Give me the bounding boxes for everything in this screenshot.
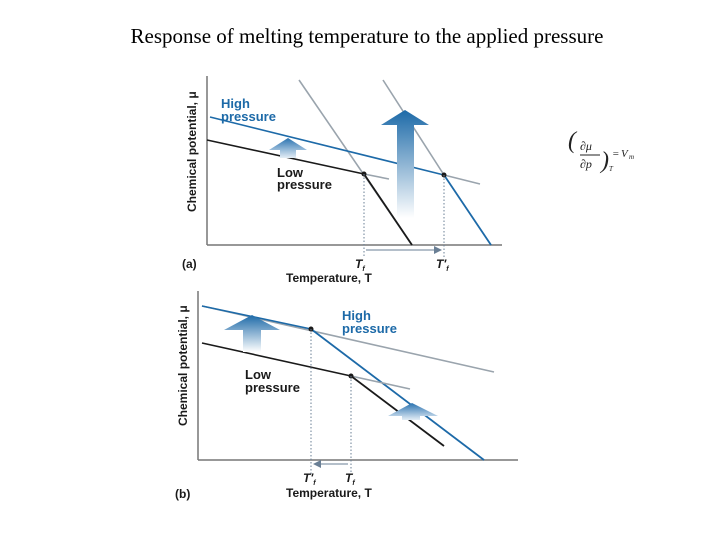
panel-b-shift-arrowhead xyxy=(313,460,321,468)
panel-a-high-label-1: High xyxy=(221,96,250,111)
eq-rhs: V xyxy=(621,148,629,160)
panel-a-liquid-line-low-lower xyxy=(363,173,413,246)
panel-a-low-label-1: Low xyxy=(277,165,304,180)
eq-paren-left: ( xyxy=(568,128,578,154)
eq-rhs-subscript: m xyxy=(629,153,634,161)
panel-b-liquid-line-high xyxy=(310,328,485,461)
panel-a: High pressure Low pressure Chemical pote… xyxy=(182,76,502,285)
panel-a-y-label: Chemical potential, μ xyxy=(185,91,199,212)
eq-numerator: ∂μ xyxy=(580,139,592,153)
panel-a-tick-tf: Tf xyxy=(355,257,365,273)
panel-b: High pressure Low pressure Chemical pote… xyxy=(175,291,518,501)
panel-b-y-label: Chemical potential, μ xyxy=(176,305,190,426)
panel-a-big-arrow xyxy=(381,110,429,218)
panel-b-label: (b) xyxy=(175,487,190,501)
equation: ( ∂μ ∂p ) T = V m xyxy=(568,128,634,174)
panel-a-solid-line-high-ext xyxy=(443,174,481,185)
eq-paren-right: ) xyxy=(599,148,609,174)
panel-a-high-label-2: pressure xyxy=(221,109,276,124)
panel-a-low-label-2: pressure xyxy=(277,177,332,192)
panel-b-low-label-2: pressure xyxy=(245,380,300,395)
panel-a-shift-arrowhead xyxy=(434,246,442,254)
panel-b-tick-tf-prime: T′f xyxy=(303,471,316,487)
eq-equals: = xyxy=(612,148,619,160)
panel-b-tick-tf: Tf xyxy=(345,471,355,487)
eq-subscript: T xyxy=(609,165,614,173)
panel-b-high-label-1: High xyxy=(342,308,371,323)
eq-denominator: ∂p xyxy=(580,157,592,171)
panel-a-small-arrow xyxy=(269,138,307,158)
panel-b-high-label-2: pressure xyxy=(342,321,397,336)
panel-b-x-label: Temperature, T xyxy=(286,486,372,500)
panel-a-solid-line-low-ext xyxy=(363,173,390,180)
panel-b-small-arrow xyxy=(388,403,438,420)
panel-a-x-label: Temperature, T xyxy=(286,271,372,285)
panel-a-label: (a) xyxy=(182,257,197,271)
panel-b-low-label-1: Low xyxy=(245,367,272,382)
panel-b-solid-line-low-ext xyxy=(350,375,411,390)
panel-a-liquid-line-high-lower xyxy=(443,174,492,246)
slide-title: Response of melting temperature to the a… xyxy=(130,24,604,48)
panel-b-solid-line-low xyxy=(201,342,352,377)
panel-a-tick-tf-prime: T′f xyxy=(436,257,449,273)
panel-b-big-arrow xyxy=(224,315,280,352)
